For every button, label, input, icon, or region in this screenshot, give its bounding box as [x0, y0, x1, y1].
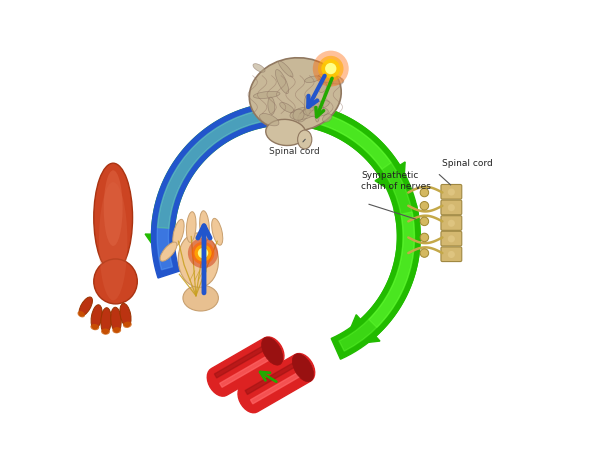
- Polygon shape: [250, 369, 306, 404]
- Circle shape: [325, 63, 337, 74]
- Ellipse shape: [293, 109, 304, 121]
- Ellipse shape: [111, 307, 121, 332]
- Ellipse shape: [253, 91, 280, 98]
- Ellipse shape: [94, 163, 133, 272]
- Ellipse shape: [448, 251, 455, 258]
- Ellipse shape: [178, 233, 218, 287]
- Polygon shape: [220, 352, 275, 387]
- Ellipse shape: [318, 74, 344, 84]
- Polygon shape: [369, 212, 415, 327]
- Ellipse shape: [448, 236, 455, 243]
- Circle shape: [313, 51, 349, 87]
- FancyBboxPatch shape: [441, 216, 462, 230]
- Circle shape: [198, 248, 208, 258]
- Polygon shape: [157, 109, 268, 270]
- Ellipse shape: [292, 354, 314, 382]
- FancyBboxPatch shape: [441, 231, 462, 246]
- Ellipse shape: [183, 285, 218, 311]
- Ellipse shape: [319, 83, 327, 93]
- Ellipse shape: [268, 97, 275, 114]
- Ellipse shape: [290, 107, 317, 120]
- Ellipse shape: [123, 322, 132, 328]
- Ellipse shape: [160, 242, 177, 261]
- Polygon shape: [245, 360, 301, 394]
- Circle shape: [194, 245, 212, 262]
- Ellipse shape: [275, 70, 289, 94]
- Ellipse shape: [91, 324, 99, 330]
- Polygon shape: [207, 337, 284, 396]
- Circle shape: [420, 249, 428, 257]
- Ellipse shape: [91, 305, 102, 329]
- Polygon shape: [344, 204, 420, 345]
- Ellipse shape: [187, 212, 196, 242]
- Ellipse shape: [260, 114, 279, 126]
- Ellipse shape: [304, 107, 328, 116]
- Ellipse shape: [120, 303, 131, 327]
- Polygon shape: [214, 343, 270, 378]
- Ellipse shape: [112, 327, 121, 333]
- FancyBboxPatch shape: [441, 247, 462, 262]
- Ellipse shape: [104, 170, 122, 246]
- Ellipse shape: [212, 219, 223, 245]
- Circle shape: [318, 56, 344, 81]
- Ellipse shape: [304, 96, 311, 115]
- Ellipse shape: [266, 119, 306, 146]
- Ellipse shape: [305, 76, 320, 82]
- Ellipse shape: [298, 108, 310, 122]
- Circle shape: [191, 242, 214, 264]
- Ellipse shape: [262, 337, 283, 365]
- Circle shape: [420, 188, 428, 197]
- Ellipse shape: [99, 182, 127, 300]
- Ellipse shape: [314, 101, 319, 122]
- Ellipse shape: [448, 204, 455, 211]
- FancyBboxPatch shape: [441, 184, 462, 199]
- Ellipse shape: [173, 219, 184, 246]
- Text: Spinal cord: Spinal cord: [269, 139, 320, 156]
- Ellipse shape: [101, 328, 110, 335]
- Polygon shape: [309, 105, 405, 199]
- Circle shape: [188, 238, 218, 268]
- Ellipse shape: [200, 211, 209, 241]
- Circle shape: [420, 217, 428, 226]
- Polygon shape: [238, 353, 315, 413]
- Ellipse shape: [448, 219, 455, 227]
- Ellipse shape: [101, 308, 112, 333]
- Circle shape: [420, 201, 428, 210]
- Ellipse shape: [280, 103, 294, 113]
- Text: Spinal cord: Spinal cord: [442, 158, 493, 167]
- Ellipse shape: [278, 61, 293, 77]
- Polygon shape: [316, 112, 391, 169]
- Ellipse shape: [298, 130, 312, 149]
- Ellipse shape: [94, 259, 137, 304]
- Ellipse shape: [448, 188, 455, 196]
- Text: Sympathetic
chain of nerves: Sympathetic chain of nerves: [361, 171, 431, 191]
- Ellipse shape: [323, 114, 332, 122]
- Polygon shape: [157, 108, 415, 351]
- Ellipse shape: [253, 64, 265, 72]
- Circle shape: [420, 233, 428, 242]
- Polygon shape: [151, 96, 303, 278]
- Circle shape: [321, 59, 340, 78]
- Ellipse shape: [79, 297, 92, 316]
- FancyBboxPatch shape: [441, 200, 462, 215]
- Ellipse shape: [308, 101, 329, 111]
- Ellipse shape: [250, 58, 341, 131]
- Ellipse shape: [77, 311, 85, 317]
- Polygon shape: [145, 102, 420, 359]
